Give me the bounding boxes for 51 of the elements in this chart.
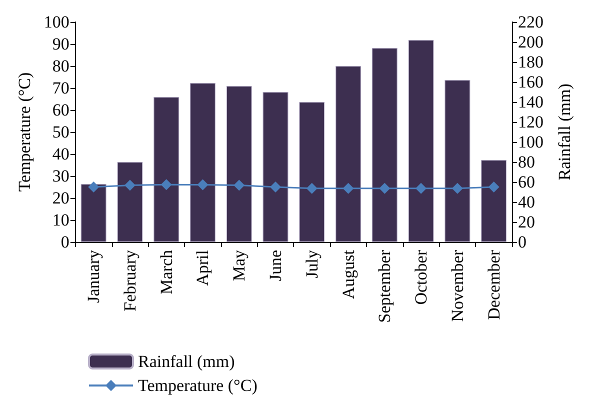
- y2-tick-label: 120: [518, 112, 544, 132]
- bar: [408, 40, 434, 242]
- bar: [117, 162, 143, 242]
- y-axis-title: Temperature (°C): [15, 72, 34, 192]
- x-tick-label: August: [338, 250, 358, 300]
- y2-tick-label: 20: [518, 212, 535, 232]
- y-tick-label: 70: [52, 78, 70, 98]
- bar: [262, 92, 288, 242]
- y2-axis-title: Rainfall (mm): [555, 84, 574, 180]
- y-tick-label: 20: [52, 188, 70, 208]
- x-tick-label: January: [84, 250, 104, 303]
- y2-tick-label: 0: [518, 232, 526, 252]
- x-tick-label: April: [193, 250, 212, 286]
- y2-tick-label: 220: [518, 12, 544, 32]
- x-tick-label: December: [484, 250, 504, 320]
- y-tick-label: 50: [52, 122, 70, 142]
- bar: [444, 80, 470, 242]
- bar: [372, 48, 398, 242]
- bar: [190, 83, 216, 242]
- x-tick-label: June: [266, 250, 286, 282]
- y-tick-label: 30: [52, 166, 70, 186]
- y-tick-label: 80: [52, 56, 70, 76]
- bar: [80, 184, 106, 242]
- y2-tick-label: 80: [518, 152, 535, 172]
- y2-tick-label: 40: [518, 192, 535, 212]
- y2-tick-label: 180: [518, 52, 544, 72]
- bar: [481, 160, 507, 242]
- bar: [336, 66, 362, 242]
- bar: [154, 97, 180, 242]
- y-tick-label: 100: [44, 12, 70, 32]
- x-tick-label: March: [156, 250, 176, 294]
- x-tick-label: February: [120, 250, 140, 312]
- y2-tick-label: 200: [518, 32, 544, 52]
- y2-tick-label: 160: [518, 72, 544, 92]
- x-tick-label: October: [412, 250, 431, 305]
- legend-label: Rainfall (mm): [138, 352, 235, 371]
- bar: [299, 102, 325, 242]
- x-tick-label: July: [302, 250, 322, 278]
- legend-label: Temperature (°C): [138, 376, 258, 395]
- y-tick-label: 60: [52, 100, 70, 120]
- y-tick-label: 40: [52, 144, 70, 164]
- y2-tick-label: 60: [518, 172, 535, 192]
- x-tick-label: November: [448, 250, 467, 322]
- bar: [226, 86, 252, 242]
- y-tick-label: 0: [60, 232, 70, 252]
- x-tick-label: May: [230, 250, 249, 282]
- y-tick-label: 90: [52, 34, 70, 54]
- y2-tick-label: 140: [518, 92, 544, 112]
- y-tick-label: 10: [52, 210, 70, 230]
- y2-tick-label: 100: [518, 132, 544, 152]
- x-tick-label: September: [375, 250, 394, 323]
